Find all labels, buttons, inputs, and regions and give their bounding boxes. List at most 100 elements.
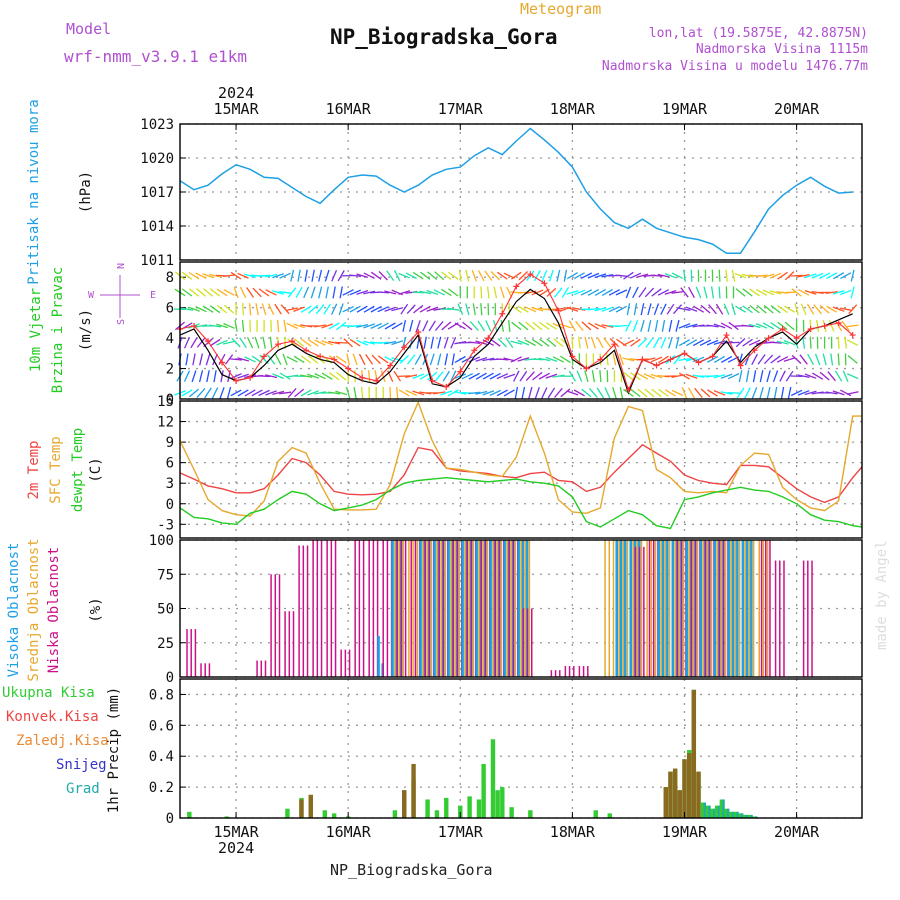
wind-barb (244, 273, 257, 278)
wind-barb (230, 373, 242, 380)
panel-frame (179, 400, 863, 539)
wind-barb (335, 390, 348, 396)
wind-barb (671, 389, 684, 397)
wind-barb (742, 338, 753, 347)
wind-barb (433, 289, 445, 296)
ytick-label: 1014 (140, 219, 174, 235)
wind-barb (440, 288, 452, 297)
ytick-label: 6 (166, 301, 174, 317)
wind-barb (720, 340, 733, 345)
wind-barb (426, 289, 439, 296)
wind-barb (563, 269, 568, 282)
wind-barb (195, 272, 207, 279)
wind-barb (777, 305, 788, 314)
wind-barb (314, 373, 326, 380)
wind-barb (601, 324, 614, 328)
ytick-label: 1020 (140, 151, 174, 167)
gust-marker (359, 374, 366, 381)
wind-barb (577, 336, 581, 349)
wind-barb (216, 288, 228, 297)
wind-barb (658, 355, 669, 364)
wind-barb (532, 371, 543, 381)
wind-barb (377, 322, 389, 330)
wind-barb (430, 336, 435, 349)
wind-barb (814, 353, 821, 366)
wind-barb (293, 306, 305, 313)
wind-barb (541, 387, 548, 399)
wind-barb (220, 370, 224, 383)
wind-barb (826, 305, 838, 313)
wind-barb (349, 338, 361, 347)
wind-barb (664, 389, 676, 397)
wind-barb (692, 374, 705, 378)
wind-barb (393, 370, 402, 382)
wind-barb (638, 287, 647, 298)
wind-barb (839, 307, 852, 311)
wind-barb (850, 269, 855, 282)
temp-ylabel-a: 2m Temp (26, 440, 42, 499)
wind-barb (484, 270, 493, 281)
wind-barb (766, 370, 771, 383)
wind-barb (727, 373, 740, 380)
wind-barb (640, 320, 645, 332)
precip-conv-bar (668, 771, 673, 818)
ytick-label: 2 (166, 362, 174, 378)
wind-barb (471, 269, 477, 282)
ytick-label: 1023 (140, 117, 174, 133)
wind-barb (584, 370, 589, 383)
wind-barb (437, 353, 442, 366)
wind-barb (282, 353, 288, 366)
wind-barb (331, 269, 338, 282)
wind-barb (511, 321, 522, 331)
wind-barb (752, 370, 757, 383)
wind-barb (248, 303, 252, 316)
gust-marker (765, 335, 772, 342)
wind-barb (294, 388, 305, 398)
wind-barb (188, 271, 200, 280)
wind-barb (735, 305, 747, 313)
wind-barb (450, 336, 457, 349)
wind-barb (756, 304, 767, 314)
precip-conv-bar (691, 689, 697, 818)
wind-barb (454, 322, 466, 330)
wind-barb (720, 373, 733, 379)
wind-barb (735, 338, 746, 348)
gust-marker (653, 362, 660, 369)
wind-barb (477, 320, 486, 332)
wind-barb (720, 322, 733, 330)
wind-barb (223, 274, 236, 278)
precip-total-bar (500, 787, 505, 818)
wind-barb (809, 336, 812, 349)
precip-snow-bar (703, 802, 707, 818)
wind-barb (279, 372, 291, 380)
wind-barb (457, 303, 464, 315)
wind-barb (226, 386, 232, 399)
footer-station: NP_Biogradska_Gora (330, 861, 493, 879)
wind-barb (342, 306, 354, 313)
wind-barb (237, 389, 249, 397)
wind-barb (776, 340, 789, 345)
wind-barb (622, 357, 635, 362)
precip-total-bar (700, 802, 706, 818)
wind-barb (503, 373, 516, 379)
wind-barb (419, 372, 431, 380)
gust-marker (401, 344, 408, 351)
wind-barb (398, 290, 411, 295)
wind-barb (224, 354, 234, 365)
cloud-ylabel-c: Niska Oblacnost (46, 547, 62, 673)
wind-barb (420, 271, 431, 280)
wind-barb (287, 387, 297, 398)
wind-barb (485, 320, 492, 332)
wind-barb (671, 272, 684, 279)
wind-barb (832, 290, 845, 295)
wind-barb (412, 291, 425, 294)
wind-barb (513, 370, 520, 382)
wind-barb (448, 271, 459, 280)
wind-barb (594, 288, 606, 296)
wind-barb (441, 271, 452, 281)
wind-barb (406, 304, 416, 315)
wind-barb (295, 286, 303, 298)
wind-barb (318, 286, 323, 299)
wind-barb (461, 356, 473, 363)
wind-barb (356, 305, 368, 313)
